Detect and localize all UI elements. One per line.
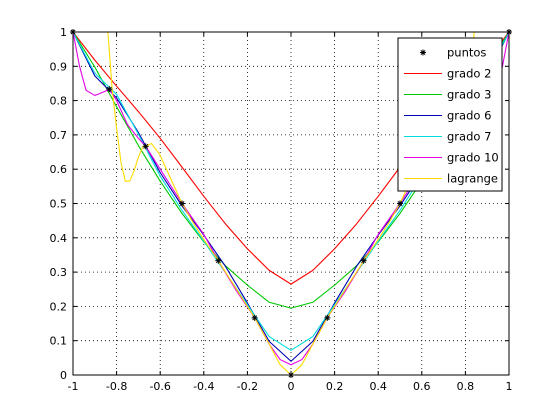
y-tick-label: 0.4 bbox=[50, 232, 68, 245]
legend-entry: grado 2 bbox=[404, 67, 491, 81]
data-point-marker bbox=[106, 86, 113, 93]
legend-label: grado 10 bbox=[447, 151, 499, 165]
y-tick-label: 0.8 bbox=[50, 95, 68, 108]
legend-entry: lagrange bbox=[404, 172, 498, 186]
data-point-marker bbox=[215, 257, 222, 264]
y-tick-label: 0 bbox=[60, 369, 67, 382]
legend-label: grado 7 bbox=[447, 130, 491, 144]
x-tick-label: 0.8 bbox=[457, 380, 475, 393]
y-tick-label: 0.5 bbox=[50, 198, 68, 211]
y-tick-label: 0.2 bbox=[50, 300, 68, 313]
x-tick-label: -0.4 bbox=[193, 380, 214, 393]
legend-label: grado 2 bbox=[447, 67, 491, 81]
y-tick-label: 0.9 bbox=[50, 60, 68, 73]
legend-label: lagrange bbox=[447, 172, 498, 186]
legend-entry: grado 6 bbox=[404, 109, 491, 123]
y-tick-label: 0.1 bbox=[50, 335, 68, 348]
data-point-marker bbox=[360, 257, 367, 264]
legend-label: grado 6 bbox=[447, 109, 491, 123]
legend: puntos grado 2 grado 3 grado 6 grado 7 grado … bbox=[397, 37, 503, 192]
y-tick-label: 1 bbox=[60, 26, 67, 39]
legend-marker bbox=[420, 49, 426, 56]
axis-ticks: -1 -0.8 -0.6 -0.4 -0.2 0 0.2 0.4 0.6 0.8 1 0 0.1 0.2 0… bbox=[50, 26, 513, 393]
legend-entry: grado 3 bbox=[404, 88, 491, 102]
data-point-marker bbox=[324, 314, 331, 321]
x-tick-label: 0.6 bbox=[413, 380, 431, 393]
data-point-marker bbox=[397, 200, 403, 207]
y-tick-label: 0.6 bbox=[50, 163, 68, 176]
legend-label: puntos bbox=[447, 46, 486, 60]
x-tick-label: -0.6 bbox=[149, 380, 170, 393]
x-tick-label: 0.2 bbox=[326, 380, 344, 393]
legend-entry: grado 10 bbox=[404, 151, 499, 165]
legend-box bbox=[397, 37, 503, 192]
y-tick-label: 0.3 bbox=[50, 266, 68, 279]
legend-entry: puntos bbox=[420, 46, 486, 60]
data-point-marker bbox=[251, 314, 258, 321]
data-point-marker bbox=[142, 143, 149, 150]
y-tick-label: 0.7 bbox=[50, 129, 68, 142]
x-tick-label: -0.8 bbox=[106, 380, 127, 393]
x-tick-label: -0.2 bbox=[237, 380, 258, 393]
x-tick-label: 1 bbox=[506, 380, 513, 393]
x-tick-label: 0.4 bbox=[369, 380, 387, 393]
data-point-marker bbox=[179, 200, 185, 207]
x-tick-label: -1 bbox=[68, 380, 79, 393]
legend-label: grado 3 bbox=[447, 88, 491, 102]
x-tick-label: 0 bbox=[288, 380, 295, 393]
legend-entry: grado 7 bbox=[404, 130, 491, 144]
